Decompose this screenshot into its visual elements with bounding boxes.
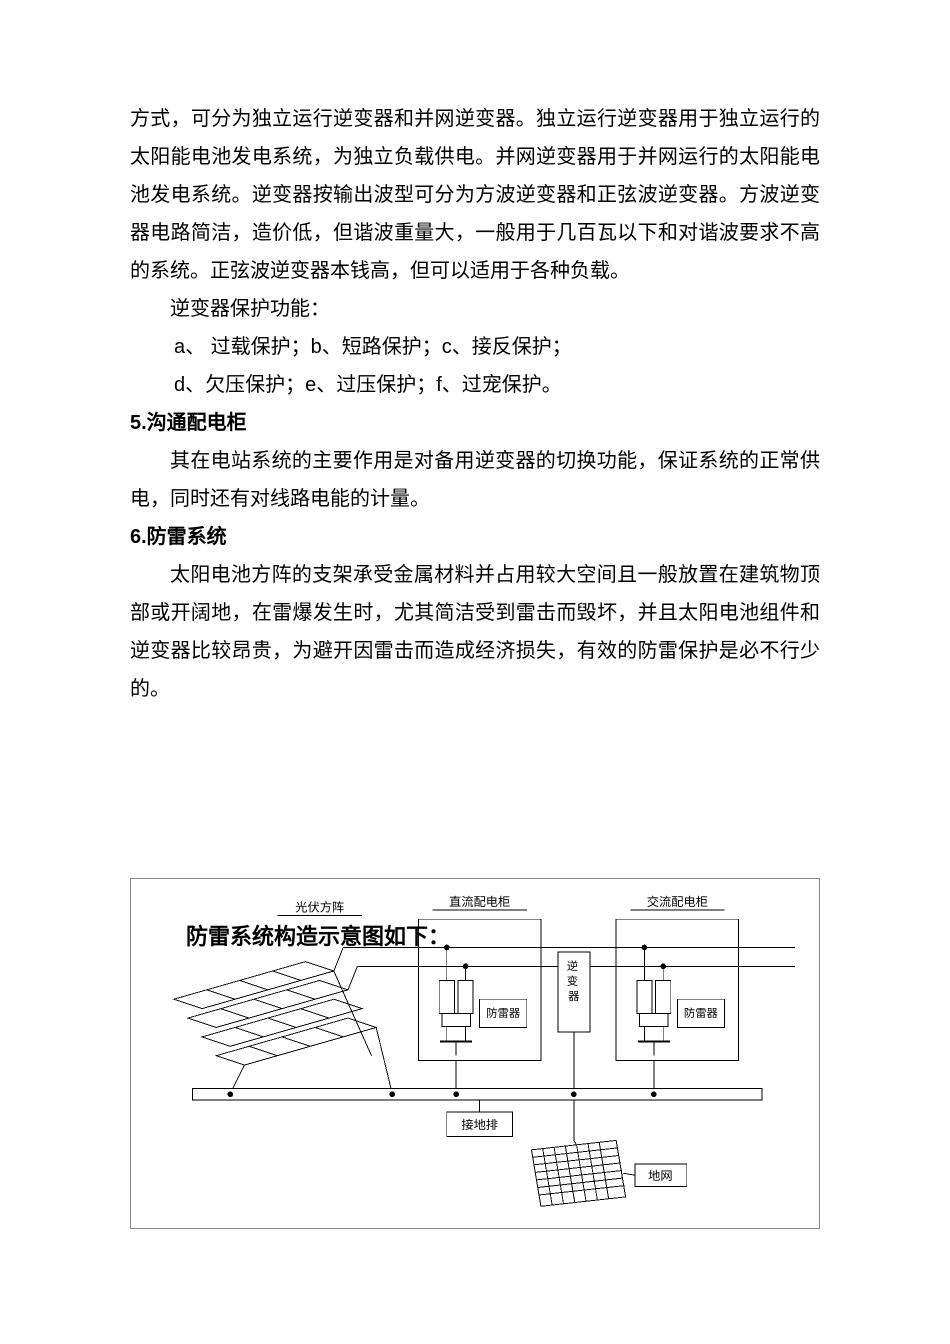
protection-list-line-2: d、欠压保护；e、过压保护；f、过宠保护。 xyxy=(130,366,820,404)
heading-6: 6.防雷系统 xyxy=(130,518,820,556)
paragraph-cabinet: 其在电站系统的主要作用是对备用逆变器的切换功能，保证系统的正常供电，同时还有对线… xyxy=(130,442,820,518)
paragraph-protection-intro: 逆变器保护功能： xyxy=(130,290,820,328)
inverter-label: 逆 变 器 xyxy=(567,960,581,1003)
ground-grid-icon xyxy=(531,1140,625,1206)
ac-cabinet-box xyxy=(616,919,738,1060)
ground-bus-label: 接地排 xyxy=(461,1118,498,1132)
ground-grid-label: 地网 xyxy=(648,1169,672,1183)
paragraph-inverter-types: 方式，可分为独立运行逆变器和并网逆变器。独立运行逆变器用于独立运行的太阳能电池发… xyxy=(130,100,820,290)
protection-list-line-1: a、 过载保护；b、短路保护；c、接反保护； xyxy=(130,328,820,366)
label-dc-cabinet: 直流配电柜 xyxy=(449,895,510,909)
label-pv-array: 光伏方阵 xyxy=(295,900,344,914)
pv-array-icon xyxy=(174,962,376,1066)
dc-arrester-label: 防雷器 xyxy=(486,1007,520,1020)
heading-5: 5.沟通配电柜 xyxy=(130,404,820,442)
label-ac-cabinet: 交流配电柜 xyxy=(647,895,708,909)
paragraph-lightning: 太阳电池方阵的支架承受金属材料并占用较大空间且一般放置在建筑物顶部或开阔地，在雷… xyxy=(130,556,820,708)
diagram-overlay-title: 防雷系统构造示意图如下： xyxy=(186,919,450,951)
ac-arrester-label: 防雷器 xyxy=(684,1007,718,1020)
ground-bus-bar xyxy=(193,1089,762,1100)
lightning-diagram-container: 防雷系统构造示意图如下： 光伏方阵 直流配电柜 交流配电柜 xyxy=(130,878,820,1229)
